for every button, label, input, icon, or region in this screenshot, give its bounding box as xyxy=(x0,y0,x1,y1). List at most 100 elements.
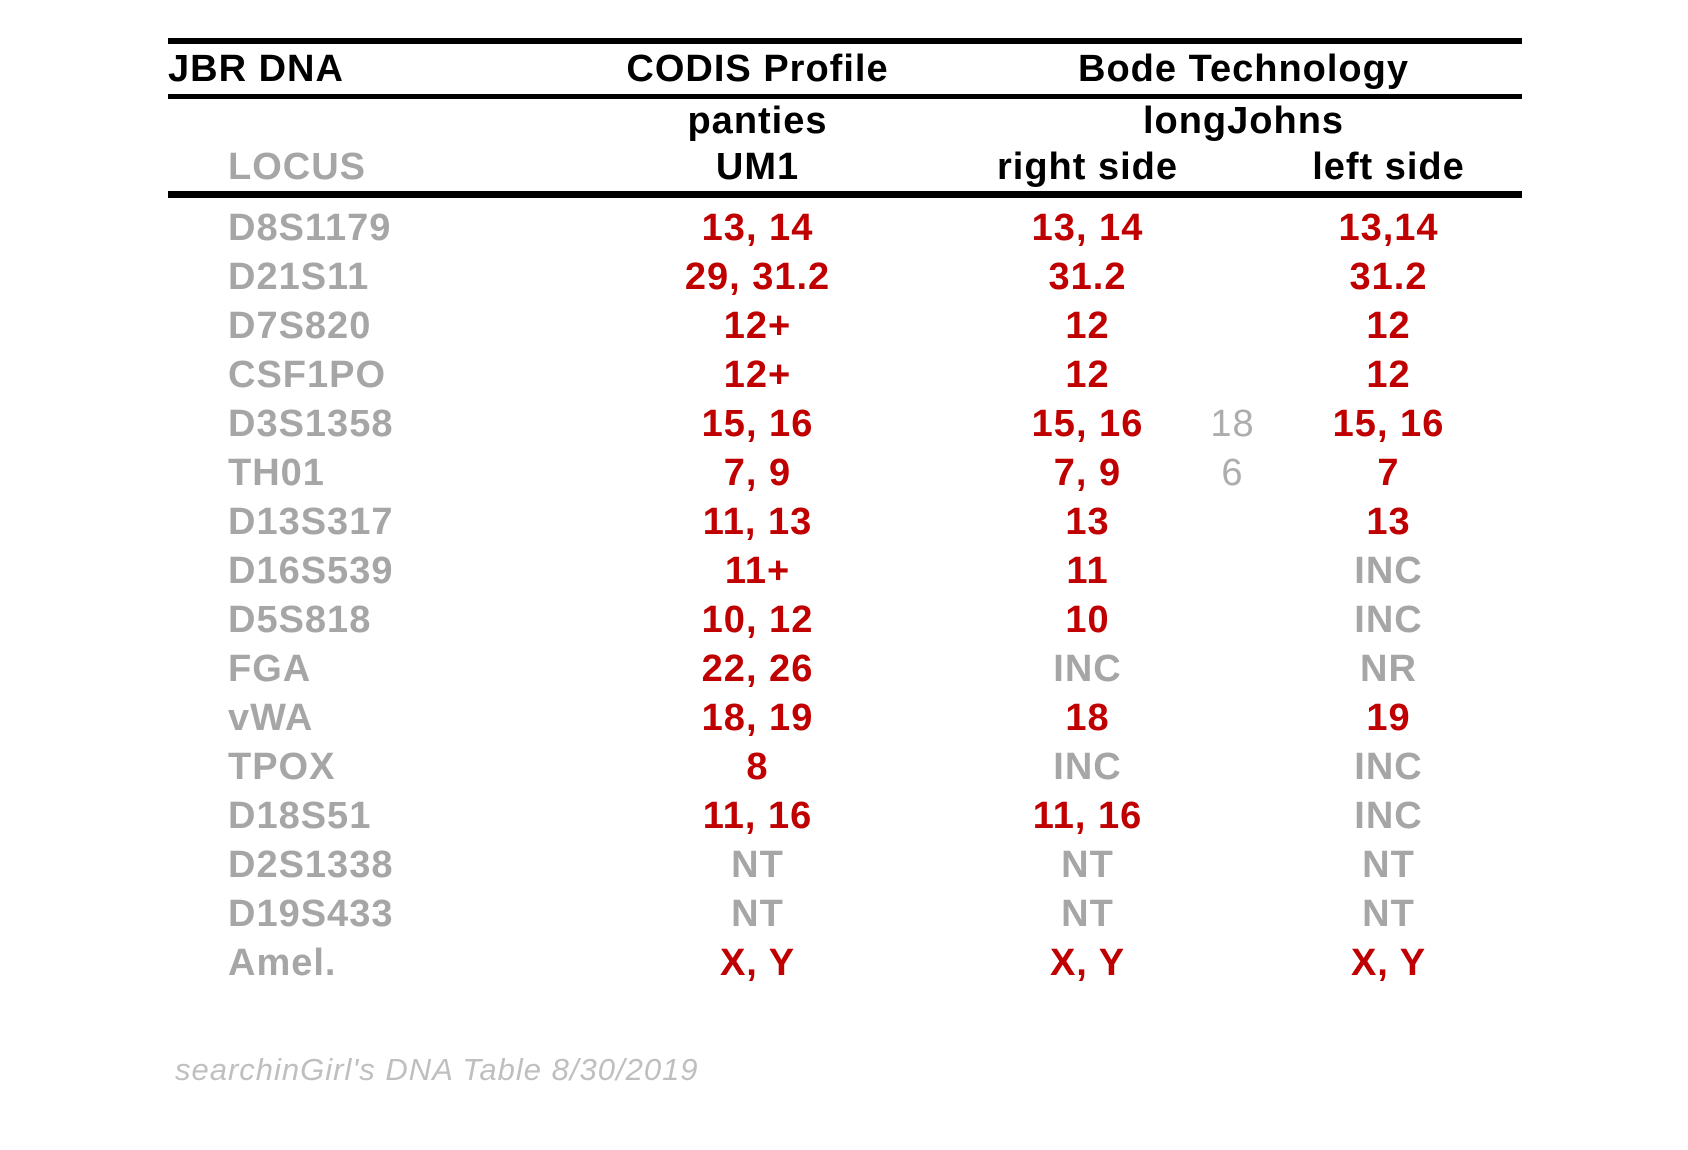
table-row: D5S818 10, 12 10 INC xyxy=(168,596,1522,645)
left-side-allele-cell: 31.2 xyxy=(1349,256,1428,298)
right-side-allele-cell: 7, 9 xyxy=(1053,452,1122,494)
locus-cell: TH01 xyxy=(228,452,325,494)
um1-allele-cell: 12+ xyxy=(723,305,792,347)
column-header-um1: UM1 xyxy=(715,146,800,188)
locus-cell: D7S820 xyxy=(228,305,372,347)
locus-cell: D8S1179 xyxy=(228,207,392,249)
table-header-row-columns: LOCUS UM1 right side left side xyxy=(168,144,1522,191)
left-side-allele-cell: X, Y xyxy=(1350,942,1427,984)
um1-allele-cell: 12+ xyxy=(723,354,792,396)
table-row: FGA 22, 26 INC NR xyxy=(168,645,1522,694)
right-side-allele-cell: 18 xyxy=(1065,697,1110,739)
locus-cell: FGA xyxy=(228,648,312,690)
table-row: D19S433 NT NT NT xyxy=(168,890,1522,939)
locus-cell: CSF1PO xyxy=(228,354,387,396)
um1-allele-cell: NT xyxy=(731,893,784,935)
left-side-allele-cell: INC xyxy=(1354,599,1423,641)
right-side-allele-cell: NT xyxy=(1061,844,1114,886)
right-side-allele-cell: 13, 14 xyxy=(1031,207,1144,249)
table-row: TPOX 8 INC INC xyxy=(168,743,1522,792)
left-side-allele-cell: INC xyxy=(1354,746,1423,788)
table-row: D18S51 11, 16 11, 16 INC xyxy=(168,792,1522,841)
table-row: D7S820 12+ 12 12 xyxy=(168,302,1522,351)
left-side-allele-cell: 12 xyxy=(1366,354,1411,396)
um1-allele-cell: 29, 31.2 xyxy=(684,256,831,298)
locus-cell: TPOX xyxy=(228,746,336,788)
table-top-rule xyxy=(168,38,1522,44)
group-header-codis-profile: CODIS Profile xyxy=(626,48,889,90)
left-side-allele-cell: NR xyxy=(1360,648,1417,690)
locus-cell: D16S539 xyxy=(228,550,394,592)
right-side-allele-cell: INC xyxy=(1053,746,1122,788)
locus-cell: D2S1338 xyxy=(228,844,394,886)
group-header-bode-technology: Bode Technology xyxy=(1078,48,1409,90)
table-body: D8S1179 13, 14 13, 14 13,14 D21S11 29, 31.2 31… xyxy=(168,198,1522,988)
table-row: D2S1338 NT NT NT xyxy=(168,841,1522,890)
table-caption: searchinGirl's DNA Table 8/30/2019 xyxy=(175,1052,699,1087)
table-row: TH01 7, 9 7, 9 6 7 xyxy=(168,449,1522,498)
locus-cell: Amel. xyxy=(228,942,337,984)
um1-allele-cell: 10, 12 xyxy=(701,599,814,641)
extra-allele-cell: 18 xyxy=(1210,403,1255,445)
sample-header-longjohns: longJohns xyxy=(1142,100,1345,142)
right-side-allele-cell: 11 xyxy=(1066,550,1109,592)
um1-allele-cell: 7, 9 xyxy=(723,452,792,494)
table-mid-rule xyxy=(168,94,1522,99)
um1-allele-cell: NT xyxy=(731,844,784,886)
um1-allele-cell: 18, 19 xyxy=(701,697,814,739)
right-side-allele-cell: X, Y xyxy=(1049,942,1126,984)
sample-header-panties: panties xyxy=(687,100,828,142)
um1-allele-cell: X, Y xyxy=(719,942,796,984)
extra-allele-cell: 6 xyxy=(1221,452,1244,494)
left-side-allele-cell: 13,14 xyxy=(1338,207,1439,249)
left-side-allele-cell: 13 xyxy=(1366,501,1411,543)
um1-allele-cell: 13, 14 xyxy=(701,207,814,249)
left-side-allele-cell: NT xyxy=(1362,893,1415,935)
locus-cell: D19S433 xyxy=(228,893,394,935)
right-side-allele-cell: 13 xyxy=(1065,501,1110,543)
left-side-allele-cell: 12 xyxy=(1366,305,1411,347)
table-row: D8S1179 13, 14 13, 14 13,14 xyxy=(168,204,1522,253)
right-side-allele-cell: NT xyxy=(1061,893,1114,935)
right-side-allele-cell: 12 xyxy=(1065,354,1110,396)
table-row: D16S539 11+ 11 INC xyxy=(168,547,1522,596)
locus-cell: D3S1358 xyxy=(228,403,394,445)
um1-allele-cell: 8 xyxy=(746,746,769,788)
column-header-locus: LOCUS xyxy=(228,146,366,188)
right-side-allele-cell: 10 xyxy=(1065,599,1110,641)
um1-allele-cell: 22, 26 xyxy=(701,648,814,690)
table-row: D21S11 29, 31.2 31.2 31.2 xyxy=(168,253,1522,302)
table-header-row-groups: JBR DNA CODIS Profile Bode Technology xyxy=(168,44,1522,94)
dna-table: JBR DNA CODIS Profile Bode Technology pa… xyxy=(168,38,1522,988)
right-side-allele-cell: 12 xyxy=(1065,305,1110,347)
column-header-right-side: right side xyxy=(996,146,1179,188)
left-side-allele-cell: 19 xyxy=(1366,697,1411,739)
right-side-allele-cell: 11, 16 xyxy=(1032,795,1143,837)
table-row: D13S317 11, 13 13 13 xyxy=(168,498,1522,547)
table-header-rule xyxy=(168,191,1522,198)
left-side-allele-cell: INC xyxy=(1354,550,1423,592)
locus-cell: vWA xyxy=(228,697,314,739)
locus-cell: D21S11 xyxy=(228,256,370,298)
table-header-row-samples: panties longJohns xyxy=(168,99,1522,144)
right-side-allele-cell: 15, 16 xyxy=(1031,403,1144,445)
um1-allele-cell: 11, 16 xyxy=(702,795,813,837)
column-header-left-side: left side xyxy=(1312,146,1465,188)
left-side-allele-cell: 7 xyxy=(1377,452,1400,494)
table-row: CSF1PO 12+ 12 12 xyxy=(168,351,1522,400)
left-side-allele-cell: 15, 16 xyxy=(1332,403,1445,445)
table-row: D3S1358 15, 16 15, 16 18 15, 16 xyxy=(168,400,1522,449)
table-title: JBR DNA xyxy=(168,48,344,90)
locus-cell: D13S317 xyxy=(228,501,394,543)
right-side-allele-cell: 31.2 xyxy=(1048,256,1127,298)
left-side-allele-cell: INC xyxy=(1354,795,1423,837)
um1-allele-cell: 11, 13 xyxy=(702,501,813,543)
right-side-allele-cell: INC xyxy=(1053,648,1122,690)
table-row: vWA 18, 19 18 19 xyxy=(168,694,1522,743)
table-row: Amel. X, Y X, Y X, Y xyxy=(168,939,1522,988)
left-side-allele-cell: NT xyxy=(1362,844,1415,886)
locus-cell: D18S51 xyxy=(228,795,372,837)
um1-allele-cell: 11+ xyxy=(724,550,791,592)
locus-cell: D5S818 xyxy=(228,599,372,641)
